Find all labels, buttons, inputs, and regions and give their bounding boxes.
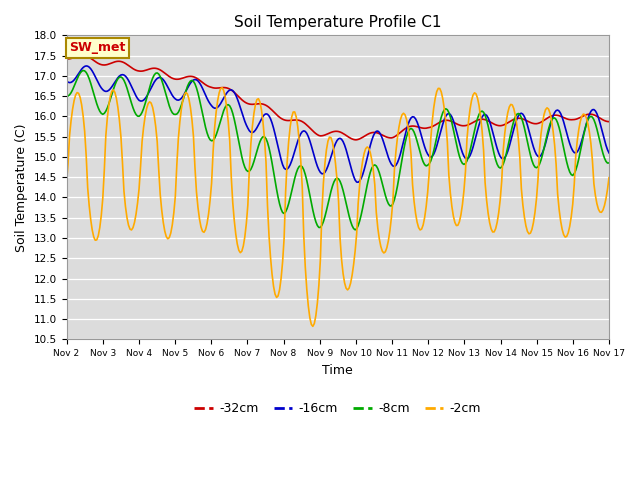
Text: SW_met: SW_met [69,41,125,54]
Y-axis label: Soil Temperature (C): Soil Temperature (C) [15,123,28,252]
X-axis label: Time: Time [323,363,353,377]
Legend: -32cm, -16cm, -8cm, -2cm: -32cm, -16cm, -8cm, -2cm [189,397,486,420]
Title: Soil Temperature Profile C1: Soil Temperature Profile C1 [234,15,442,30]
